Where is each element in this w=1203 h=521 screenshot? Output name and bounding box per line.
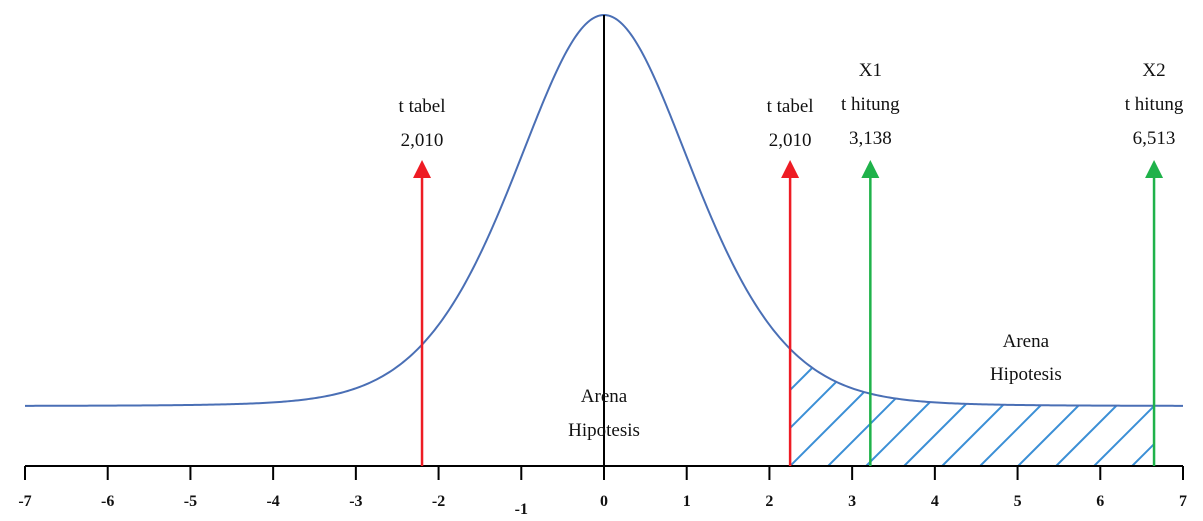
hatch-line	[790, 355, 825, 466]
t-tabel-value: 2,010	[769, 130, 812, 151]
critical-value-2-arrowhead	[781, 160, 800, 178]
t-tabel-label: t tabel	[767, 96, 814, 117]
annotation-labels: t tabel 2,010 t tabel 2,010 X1 t hitung 3,138 X…	[399, 60, 1184, 441]
x-tick-label: -6	[101, 493, 114, 510]
t-hitung-x1-arrowhead	[861, 160, 880, 178]
acceptance-region-label-2: Hipotesis	[568, 420, 640, 441]
hatch-line	[524, 356, 634, 466]
x-axis: -7 -6 -5 -4 -3 -2 -1 0 1 2 3 4 5 6 7	[18, 465, 1187, 518]
variable-label-x2: X2	[1142, 60, 1165, 81]
hatch-line	[410, 356, 520, 466]
hatch-line	[638, 356, 748, 466]
x-tick-label: -2	[432, 493, 445, 510]
t-hitung-label: t hitung	[1125, 94, 1184, 115]
x-tick-label: 7	[1179, 493, 1187, 510]
x-tick-label: 4	[931, 493, 939, 510]
x-tick-label: 6	[1096, 493, 1104, 510]
hatch-line	[676, 356, 786, 466]
marker-lines	[413, 160, 1164, 466]
x-tick-label: 1	[683, 493, 691, 510]
hatch-line	[1170, 356, 1203, 466]
x-tick-label: 3	[848, 493, 856, 510]
x-tick-label: 5	[1014, 493, 1022, 510]
t-hitung-x2-arrowhead	[1145, 160, 1164, 178]
hatch-line	[562, 356, 672, 466]
x-tick-label: -4	[266, 493, 279, 510]
t-hitung-value: 6,513	[1133, 128, 1176, 149]
x-tick-label: 2	[765, 493, 773, 510]
x-tick-label: -5	[184, 493, 197, 510]
x-tick-label: -7	[18, 493, 31, 510]
hatch-line	[448, 356, 558, 466]
variable-label-x1: X1	[859, 60, 882, 81]
rejection-region-hatch	[410, 355, 1203, 466]
rejection-region-label-1: Arena	[1003, 331, 1050, 352]
critical-value-1-arrowhead	[413, 160, 432, 178]
hatch-line	[486, 356, 596, 466]
x-tick-label: -1	[515, 501, 528, 518]
t-tabel-label: t tabel	[399, 96, 446, 117]
x-tick-label: 0	[600, 493, 608, 510]
hatch-line	[1131, 355, 1155, 466]
t-hitung-value: 3,138	[849, 128, 892, 149]
hatch-line	[600, 356, 710, 466]
t-hitung-label: t hitung	[841, 94, 900, 115]
rejection-region-label-2: Hipotesis	[990, 364, 1062, 385]
hatch-line	[1093, 355, 1155, 466]
t-tabel-value: 2,010	[401, 130, 444, 151]
x-tick-label: -3	[349, 493, 362, 510]
acceptance-region-label-1: Arena	[581, 386, 628, 407]
